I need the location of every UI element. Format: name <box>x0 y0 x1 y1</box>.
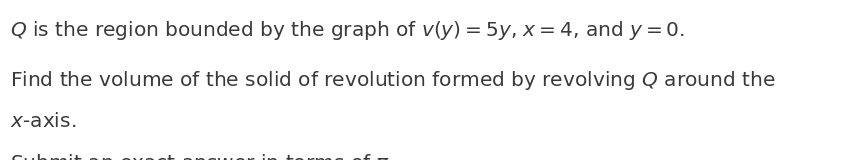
Text: Find the volume of the solid of revolution formed by revolving $Q$ around the: Find the volume of the solid of revoluti… <box>10 69 776 92</box>
Text: Submit an exact answer in terms of $\pi$.: Submit an exact answer in terms of $\pi$… <box>10 154 394 160</box>
Text: $x$-axis.: $x$-axis. <box>10 112 77 131</box>
Text: $Q$ is the region bounded by the graph of $v(y) = 5y$, $x = 4$, and $y = 0$.: $Q$ is the region bounded by the graph o… <box>10 19 685 42</box>
